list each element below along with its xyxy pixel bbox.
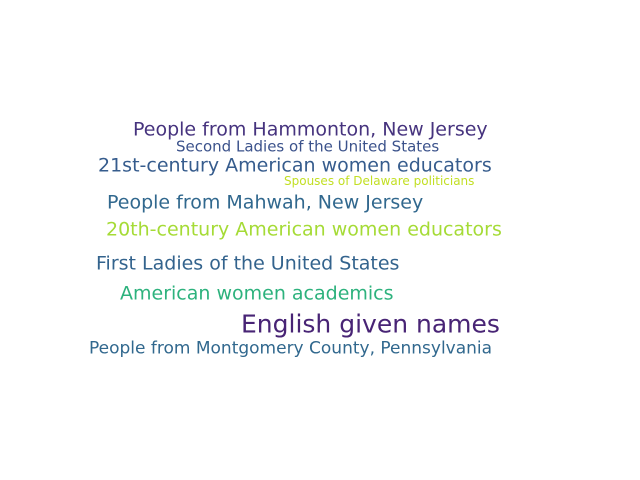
word-2: 21st-century American women educators xyxy=(98,154,492,177)
word-5: 20th-century American women educators xyxy=(106,218,502,241)
word-4: People from Mahwah, New Jersey xyxy=(107,191,424,214)
word-6: First Ladies of the United States xyxy=(96,252,400,275)
word-9: People from Montgomery County, Pennsylva… xyxy=(89,338,493,359)
word-1: Second Ladies of the United States xyxy=(176,137,440,156)
word-3: Spouses of Delaware politicians xyxy=(284,174,475,188)
word-8: English given names xyxy=(241,309,500,339)
word-0: People from Hammonton, New Jersey xyxy=(133,118,488,141)
word-7: American women academics xyxy=(120,282,394,305)
